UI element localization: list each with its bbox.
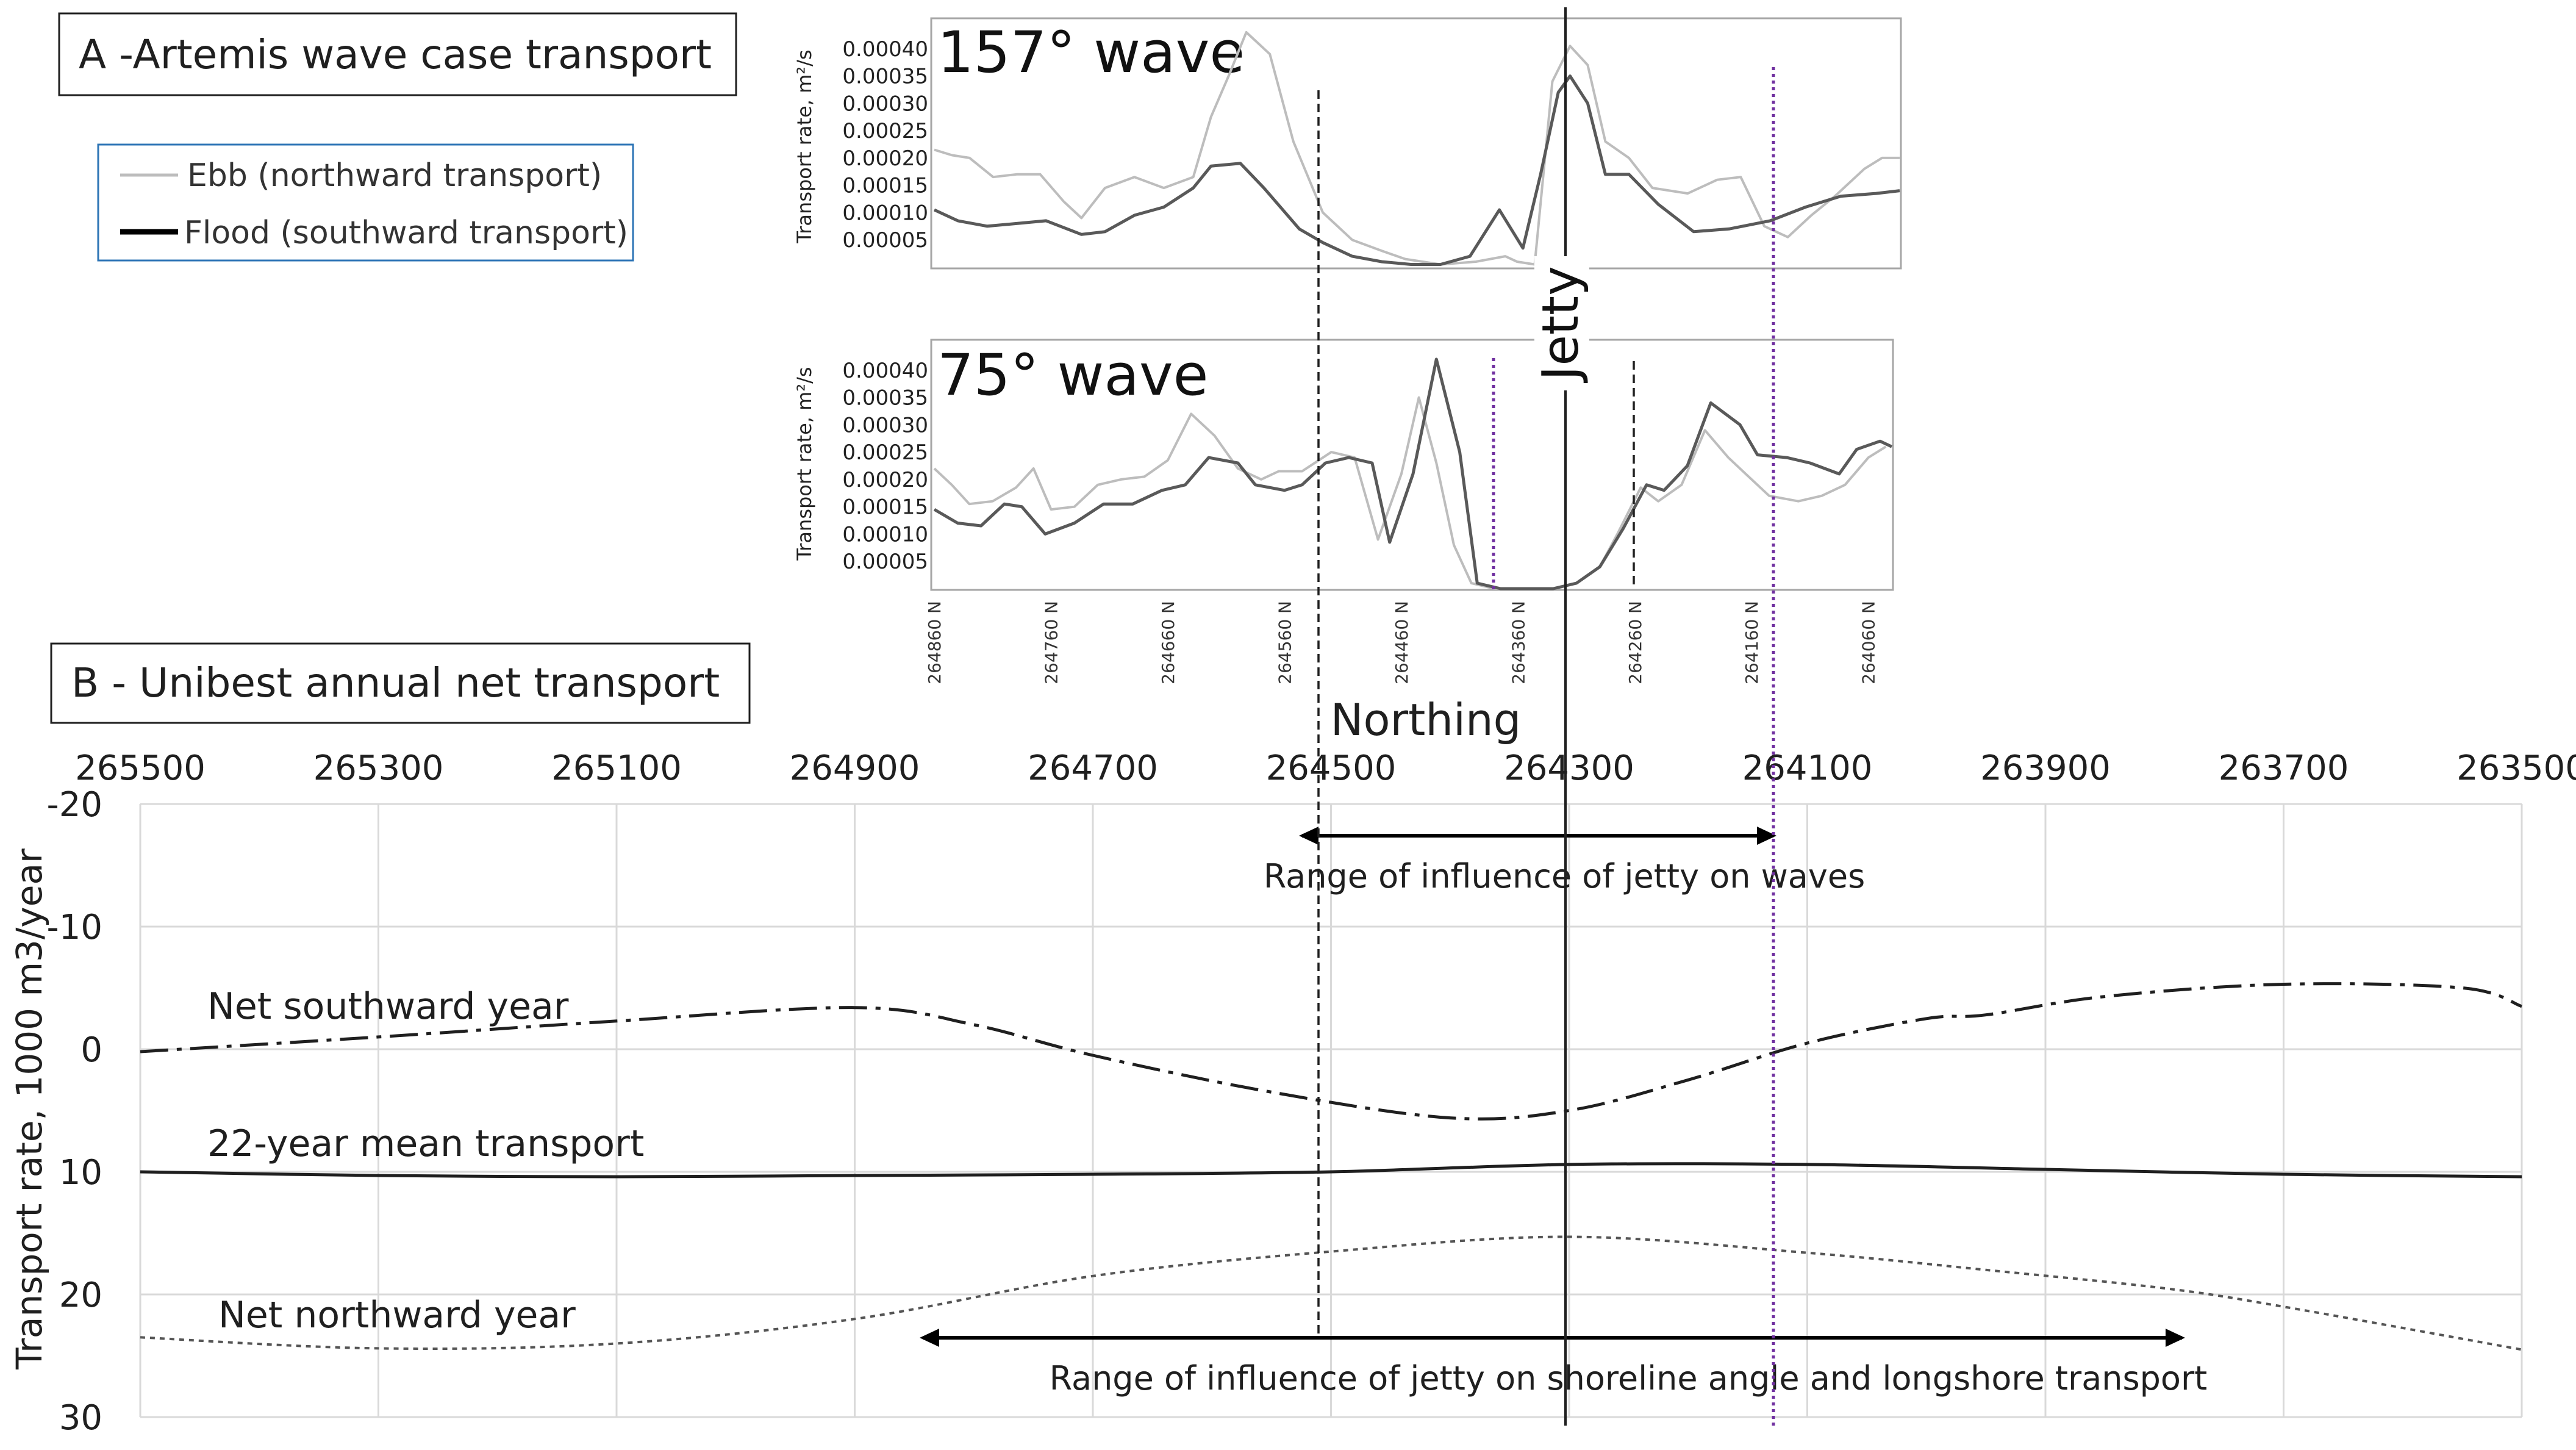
chart-157-ytick-0.00010: 0.00010: [842, 201, 928, 225]
chart-unibest-x-ticks: 265500 265300 265100 264900 264700 264500 2643…: [75, 748, 2576, 788]
chart-75-xtick-264160: 264160 N: [1742, 601, 1762, 684]
chart-75-ytick-0.00015: 0.00015: [842, 495, 928, 520]
main-ytick-30: 30: [59, 1398, 102, 1438]
chart-75-xtick-264060: 264060 N: [1859, 601, 1879, 684]
chart-75-ytick-0.00035: 0.00035: [842, 386, 928, 411]
main-ytick-20: 20: [59, 1276, 102, 1315]
chart-75-title: 75° wave: [937, 342, 1208, 409]
chart-75-ylabel: Transport rate, m²/s: [793, 367, 816, 561]
jetty-label: Jetty: [1532, 266, 1590, 383]
chart-75-xtick-264360: 264360 N: [1508, 601, 1528, 684]
chart-unibest: 265500 265300 265100 264900 264700 264500 2643…: [9, 748, 2576, 1438]
chart-157-ytick-0.00035: 0.00035: [842, 65, 928, 89]
chart-75-ytick-0.00025: 0.00025: [842, 440, 928, 465]
series-22-year-mean: [140, 1162, 2522, 1179]
chart-75-xtick-264560: 264560 N: [1275, 601, 1295, 684]
main-xtick-264100: 264100: [1742, 748, 1873, 788]
chart-157-y-ticks: 0.00040 0.00035 0.00030 0.00025 0.00020 0.000…: [842, 37, 928, 253]
chart-75-ytick-0.00030: 0.00030: [842, 413, 928, 437]
series-net-southward-year: [140, 982, 2522, 1121]
chart-157-wave: 0.00040 0.00035 0.00030 0.00025 0.00020 0.000…: [793, 17, 1902, 270]
chart-75-xtick-264660: 264660 N: [1158, 601, 1178, 684]
main-xtick-264900: 264900: [790, 748, 920, 788]
main-xtick-265100: 265100: [551, 748, 682, 788]
panel-b-title: B - Unibest annual net transport: [50, 642, 751, 724]
legend: Ebb (northward transport) Flood (southwa…: [97, 143, 634, 262]
shoreline-range-arrow: Range of influence of jetty on shoreline…: [920, 1329, 2207, 1398]
jetty-label-bg: [1534, 256, 1589, 390]
reference-lines: [1317, 7, 1775, 1426]
chart-75-xtick-264760: 264760 N: [1041, 601, 1061, 684]
main-ytick--20: -20: [47, 785, 102, 825]
chart-157-ytick-0.00040: 0.00040: [842, 37, 928, 62]
chart-75-x-ticks: 264860 N 264760 N 264660 N 264560 N 264460 N…: [925, 601, 1879, 684]
waves-range-arrow-head-left: [1299, 827, 1318, 845]
jetty-label-box: Jetty: [1532, 256, 1590, 390]
panel-a-title-frame: [58, 12, 737, 96]
chart-157-ytick-0.00005: 0.00005: [842, 228, 928, 253]
chart-157-series-flood: [933, 74, 1900, 266]
chart-75-series: [933, 357, 1893, 590]
chart-75-ytick-0.00010: 0.00010: [842, 522, 928, 547]
chart-157-series-ebb: [934, 31, 1900, 266]
chart-157-ytick-0.00030: 0.00030: [842, 92, 928, 116]
main-xtick-264500: 264500: [1266, 748, 1397, 788]
panel-a-title: A -Artemis wave case transport: [58, 12, 737, 96]
main-ytick--10: -10: [47, 908, 102, 947]
panel-b-title-frame: [50, 642, 751, 724]
series-label-net-northward: Net northward year: [218, 1294, 576, 1337]
chart-75-ytick-0.00020: 0.00020: [842, 468, 928, 492]
waves-range-arrow-head-right: [1757, 827, 1776, 845]
chart-75-series-ebb: [933, 396, 1887, 590]
northing-label: Northing: [1331, 694, 1522, 745]
main-xtick-263700: 263700: [2219, 748, 2349, 788]
chart-75-frame: [930, 339, 1894, 591]
chart-157-ylabel: Transport rate, m²/s: [793, 49, 816, 243]
main-xtick-264300: 264300: [1504, 748, 1634, 788]
main-xtick-263500: 263500: [2456, 748, 2576, 788]
main-xtick-264700: 264700: [1028, 748, 1158, 788]
legend-ebb-label: Ebb (northward transport): [187, 157, 602, 194]
chart-157-ytick-0.00025: 0.00025: [842, 119, 928, 143]
series-net-northward-year: [140, 1235, 2522, 1351]
chart-157-ytick-0.00015: 0.00015: [842, 174, 928, 198]
chart-unibest-series: [140, 982, 2522, 1351]
chart-75-ytick-0.00040: 0.00040: [842, 359, 928, 383]
chart-75-xtick-264860: 264860 N: [925, 601, 945, 684]
chart-75-ytick-0.00005: 0.00005: [842, 550, 928, 574]
main-ytick-0: 0: [80, 1030, 102, 1070]
shoreline-range-arrow-head-right: [2166, 1329, 2185, 1347]
shoreline-range-label: Range of influence of jetty on shoreline…: [1050, 1359, 2208, 1398]
main-xtick-265300: 265300: [313, 748, 444, 788]
chart-75-series-flood: [933, 357, 1893, 590]
chart-157-ytick-0.00020: 0.00020: [842, 146, 928, 171]
panel-a-title-text: A -Artemis wave case transport: [79, 31, 712, 78]
series-label-22-year-mean: 22-year mean transport: [207, 1122, 644, 1165]
series-label-net-southward: Net southward year: [207, 985, 569, 1028]
main-xtick-263900: 263900: [1980, 748, 2111, 788]
main-xtick-265500: 265500: [75, 748, 206, 788]
chart-157-series: [933, 31, 1900, 266]
chart-unibest-y-ticks: -20 -10 0 10 20 30: [47, 785, 102, 1438]
chart-75-xtick-264460: 264460 N: [1392, 601, 1412, 684]
chart-157-title: 157° wave: [937, 20, 1245, 86]
main-ytick-10: 10: [59, 1153, 102, 1193]
chart-75-xtick-264260: 264260 N: [1625, 601, 1645, 684]
legend-frame: [97, 143, 634, 262]
shoreline-range-arrow-head-left: [920, 1329, 939, 1347]
chart-unibest-ylabel: Transport rate, 1000 m3/year: [9, 849, 50, 1370]
panel-b-title-text: B - Unibest annual net transport: [71, 659, 720, 706]
legend-flood-label: Flood (southward transport): [184, 215, 628, 251]
chart-unibest-grid: [139, 803, 2523, 1418]
